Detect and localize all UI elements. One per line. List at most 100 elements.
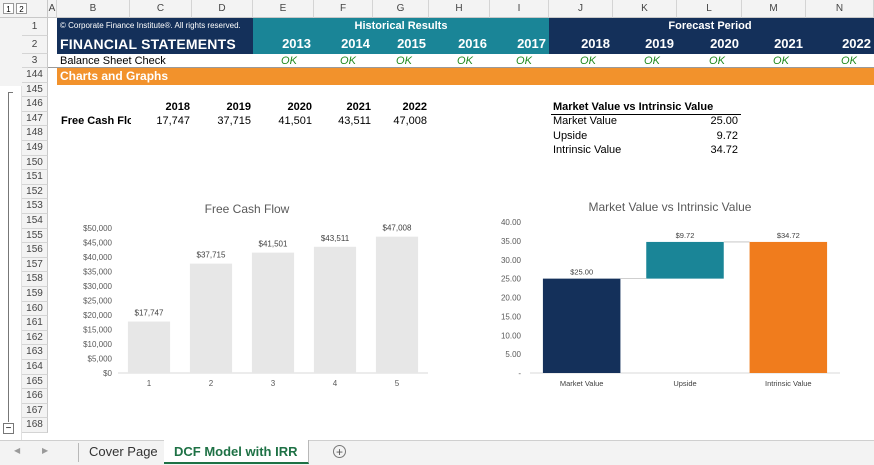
row-header-168[interactable]: 168 [22, 418, 48, 433]
y-tick-label: $15,000 [83, 326, 112, 335]
prev-sheet-arrow[interactable]: ◀ [14, 446, 21, 455]
row-header-165[interactable]: 165 [22, 374, 48, 390]
fcf-bar [251, 252, 295, 373]
row-header-161[interactable]: 161 [22, 316, 48, 331]
row-header-151[interactable]: 151 [22, 170, 48, 185]
tab-dcf-model-with-irr[interactable]: DCF Model with IRR [164, 440, 309, 464]
forecast-year-2020: 2020 [710, 36, 739, 51]
row-header-167[interactable]: 167 [22, 403, 48, 419]
historical-year-2017: 2017 [517, 36, 546, 51]
balance-check-ok: OK [457, 55, 473, 67]
title-band [57, 18, 253, 54]
y-tick-label: $35,000 [83, 268, 112, 277]
col-header-K[interactable]: K [613, 0, 677, 18]
y-tick-label: $30,000 [83, 282, 112, 291]
outline-level-2-button[interactable]: 2 [16, 3, 27, 14]
row-header-154[interactable]: 154 [22, 214, 48, 229]
forecast-year-2019: 2019 [645, 36, 674, 51]
row-header-gutter-top [0, 18, 22, 86]
col-header-E[interactable]: E [253, 0, 314, 18]
tab-separator [78, 443, 79, 462]
row-header-163[interactable]: 163 [22, 345, 48, 360]
fcf-value-cell: 43,511 [338, 115, 371, 127]
historical-year-2013: 2013 [282, 36, 311, 51]
y-tick-label: $50,000 [83, 224, 112, 233]
col-header-M[interactable]: M [742, 0, 806, 18]
fcf-bar [127, 321, 171, 373]
col-header-I[interactable]: I [490, 0, 549, 18]
mv-table-title: Market Value vs Intrinsic Value [553, 101, 714, 113]
balance-check-ok: OK [709, 55, 725, 67]
row-header-158[interactable]: 158 [22, 272, 48, 287]
row-header-156[interactable]: 156 [22, 243, 48, 258]
row-header-153[interactable]: 153 [22, 199, 48, 214]
x-tick-label: Market Value [560, 379, 604, 388]
col-header-G[interactable]: G [373, 0, 429, 18]
y-tick-label: - [518, 369, 521, 378]
fcf-year-header: 2019 [226, 101, 251, 113]
y-tick-label: 20.00 [501, 294, 522, 303]
balance-check-ok: OK [841, 55, 857, 67]
outline-collapse-button[interactable]: − [3, 423, 14, 434]
market-value-chart[interactable]: Market Value vs Intrinsic Value - 5.00 10.0… [490, 195, 860, 400]
row-header-146[interactable]: 146 [22, 97, 48, 112]
fcf-year-header: 2020 [287, 101, 312, 113]
y-tick-label: $45,000 [83, 239, 112, 248]
mv-row-value: 9.72 [716, 129, 738, 142]
x-tick-label: 2 [209, 379, 214, 388]
row-header-152[interactable]: 152 [22, 184, 48, 200]
row-header-3[interactable]: 3 [22, 54, 48, 68]
row-header-162[interactable]: 162 [22, 330, 48, 346]
row-header-148[interactable]: 148 [22, 126, 48, 141]
row-header-164[interactable]: 164 [22, 360, 48, 375]
col-header-N[interactable]: N [806, 0, 874, 18]
fcf-year-header: 2022 [402, 101, 427, 113]
historical-year-2014: 2014 [341, 36, 370, 51]
outline-gutter [0, 86, 22, 440]
col-header-L[interactable]: L [677, 0, 742, 18]
bar-data-label: $17,747 [135, 309, 164, 318]
col-header-F[interactable]: F [314, 0, 373, 18]
row-header-159[interactable]: 159 [22, 287, 48, 302]
col-header-A[interactable]: A [48, 0, 57, 18]
row-header-144[interactable]: 144 [22, 68, 48, 83]
y-tick-label: 5.00 [505, 350, 521, 359]
tab-cover-page[interactable]: Cover Page [79, 440, 169, 464]
row-header-160[interactable]: 160 [22, 301, 48, 317]
page-title: FINANCIAL STATEMENTS [60, 36, 236, 52]
add-sheet-button[interactable]: + [333, 445, 346, 459]
balance-check-ok: OK [580, 55, 596, 67]
row-header-149[interactable]: 149 [22, 141, 48, 156]
col-header-J[interactable]: J [549, 0, 613, 18]
row-header-147[interactable]: 147 [22, 111, 48, 127]
y-tick-label: 25.00 [501, 275, 522, 284]
free-cash-flow-chart[interactable]: Free Cash Flow $0 $5,000 $10,000 $15,000 $20,… [60, 195, 445, 400]
outline-level-1-button[interactable]: 1 [3, 3, 14, 14]
row-header-1[interactable]: 1 [22, 18, 48, 36]
row-header-150[interactable]: 150 [22, 155, 48, 171]
col-header-D[interactable]: D [192, 0, 253, 18]
col-header-H[interactable]: H [429, 0, 490, 18]
x-tick-label: 5 [395, 379, 400, 388]
waterfall-bar [749, 241, 828, 373]
bar-data-label: $34.72 [777, 231, 800, 240]
row-header-2[interactable]: 2 [22, 36, 48, 54]
bar-data-label: $43,511 [321, 234, 350, 243]
next-sheet-arrow[interactable]: ▶ [42, 446, 49, 455]
waterfall-bar [646, 241, 724, 279]
col-header-C[interactable]: C [130, 0, 192, 18]
outline-group-bracket [8, 92, 13, 422]
col-header-B[interactable]: B [57, 0, 130, 18]
forecast-label: Forecast Period [668, 20, 752, 32]
y-tick-label: 35.00 [501, 237, 522, 246]
row-header-157[interactable]: 157 [22, 257, 48, 273]
fcf-bar [189, 263, 233, 373]
row-header-145[interactable]: 145 [22, 82, 48, 98]
row-header-166[interactable]: 166 [22, 389, 48, 404]
row-header-155[interactable]: 155 [22, 228, 48, 244]
balance-check-label: Balance Sheet Check [60, 55, 166, 67]
fcf-value-cell: 41,501 [278, 115, 312, 127]
x-tick-label: 4 [333, 379, 338, 388]
chart-title: Market Value vs Intrinsic Value [589, 200, 752, 214]
y-tick-label: 40.00 [501, 218, 522, 227]
